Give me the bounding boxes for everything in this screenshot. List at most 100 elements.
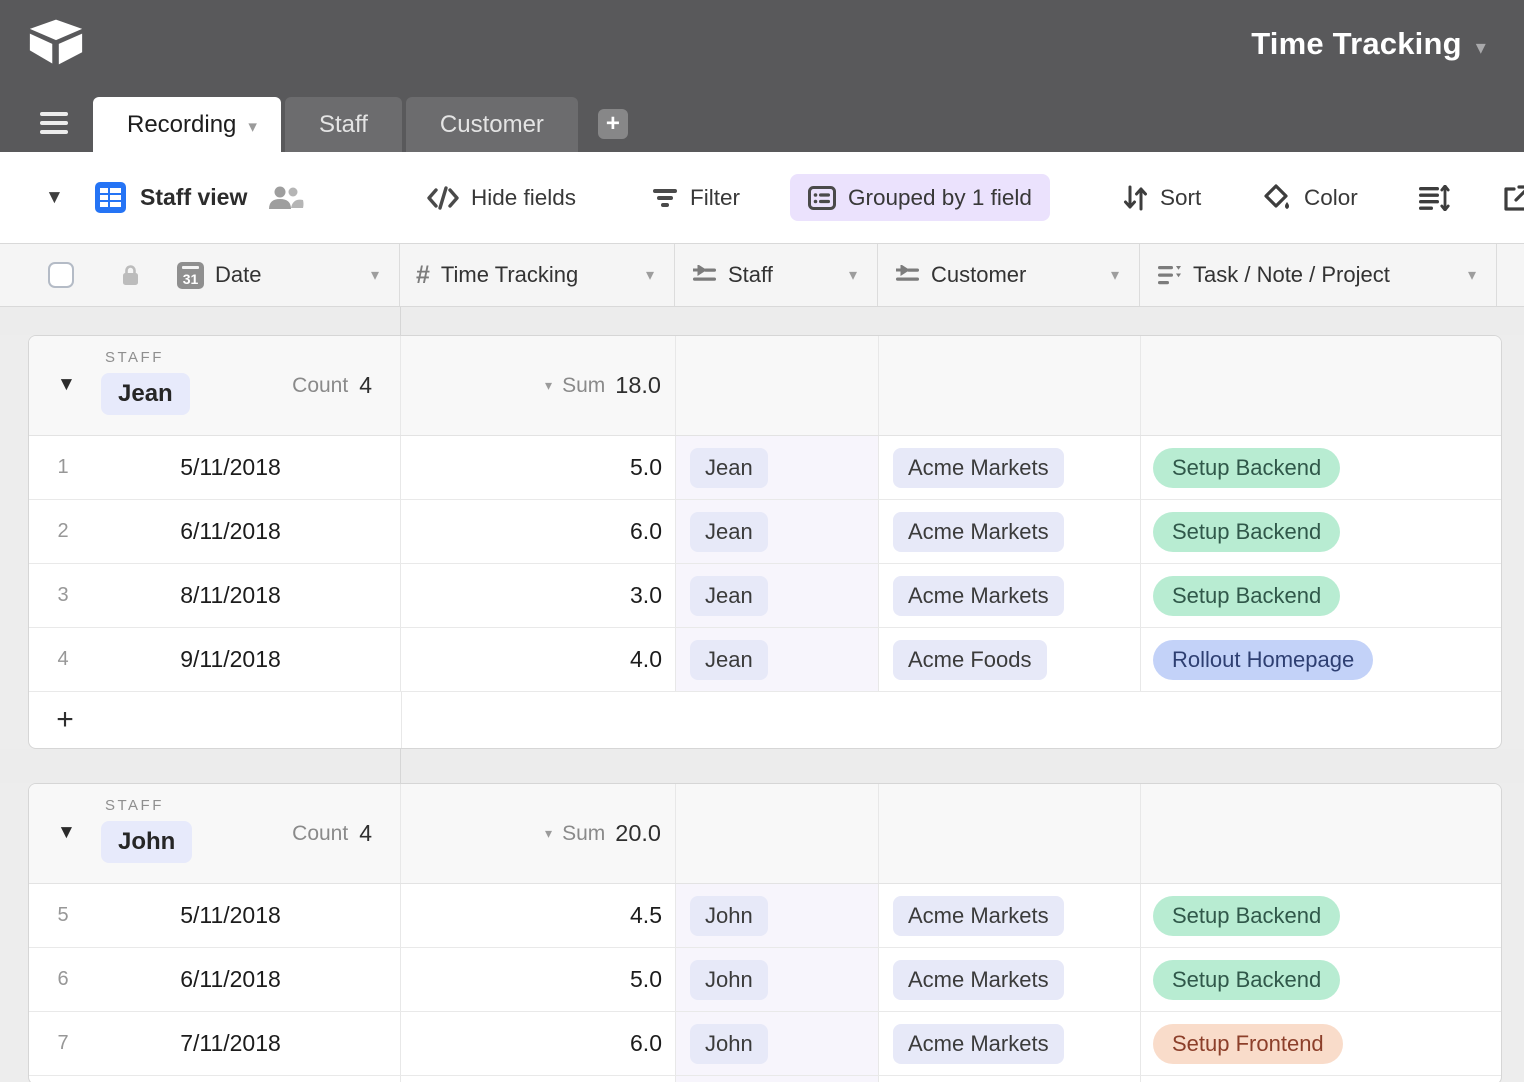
group-count[interactable]: Count 4 [292, 820, 372, 846]
column-header-staff[interactable]: Staff ▾ [675, 244, 878, 306]
group-count[interactable]: Count 4 [292, 372, 372, 398]
column-header-date[interactable]: 31 Date ▾ [0, 244, 400, 306]
time-cell[interactable]: 6.0 [401, 500, 676, 563]
tab-staff[interactable]: Staff [284, 97, 402, 152]
share-view-button[interactable] [1502, 152, 1524, 243]
chevron-down-icon[interactable]: ▾ [1110, 267, 1119, 284]
column-label: Staff [728, 262, 773, 287]
group-card-john: ▼ STAFF John Count 4 ▾ Sum 20.0 5 5/11/2… [28, 783, 1502, 1082]
group-header: ▼ STAFF Jean Count 4 ▾ Sum 18.0 [29, 336, 1501, 436]
time-cell[interactable]: 6.0 [401, 1012, 676, 1075]
task-cell[interactable]: Setup Frontend [1141, 1012, 1501, 1075]
time-cell[interactable]: 4.5 [401, 884, 676, 947]
column-header-time-tracking[interactable]: # Time Tracking ▾ [400, 244, 675, 306]
table-row[interactable]: 6 6/11/2018 5.0 John Acme Markets Setup … [29, 948, 1501, 1012]
collaborators-icon [269, 186, 304, 209]
time-cell[interactable]: 5.0 [401, 436, 676, 499]
customer-cell[interactable]: Acme Markets [879, 436, 1141, 499]
chevron-down-icon[interactable]: ▾ [370, 267, 379, 284]
group-value-chip: Jean [101, 373, 190, 415]
row-number: 4 [57, 648, 69, 670]
hide-fields-button[interactable]: Hide fields [427, 152, 576, 243]
staff-cell[interactable]: Jean [676, 564, 879, 627]
filter-label: Filter [690, 184, 740, 210]
table-header-row: 31 Date ▾ # Time Tracking ▾ Staff ▾ Cust [0, 243, 1524, 307]
staff-cell[interactable]: Jean [676, 436, 879, 499]
view-switcher[interactable]: Staff view [95, 152, 305, 243]
row-height-button[interactable] [1418, 152, 1450, 243]
filter-button[interactable]: Filter [652, 152, 740, 243]
date-cell[interactable]: 5/11/2018 [180, 454, 281, 480]
group-sum[interactable]: ▾ Sum 18.0 [401, 336, 676, 435]
lock-icon [123, 265, 138, 285]
plus-icon: + [56, 703, 74, 736]
group-spacer [0, 749, 1524, 783]
task-cell[interactable]: Setup Backend [1141, 436, 1501, 499]
table-row[interactable]: 4 9/11/2018 4.0 Jean Acme Foods Rollout … [29, 628, 1501, 692]
staff-cell[interactable]: John [676, 948, 879, 1011]
base-title[interactable]: Time Tracking ▾ [1251, 26, 1486, 62]
staff-cell[interactable]: John [676, 884, 879, 947]
task-cell[interactable]: Setup Backend [1141, 948, 1501, 1011]
add-table-button[interactable]: + [597, 109, 628, 139]
group-field-label: STAFF [105, 797, 164, 814]
airtable-logo-icon[interactable] [28, 14, 84, 70]
customer-cell[interactable]: Acme Markets [879, 564, 1141, 627]
collapse-group-icon[interactable]: ▼ [57, 822, 76, 843]
column-header-customer[interactable]: Customer ▾ [878, 244, 1140, 306]
sort-label: Sort [1160, 184, 1202, 210]
select-all-checkbox[interactable] [48, 262, 74, 288]
add-row-button[interactable]: + [29, 692, 1501, 748]
date-cell[interactable]: 6/11/2018 [180, 966, 281, 992]
date-cell[interactable]: 6/11/2018 [180, 518, 281, 544]
collapse-viewbar-button[interactable]: ▼ [45, 186, 64, 208]
time-cell[interactable]: 5.0 [401, 948, 676, 1011]
base-title-label: Time Tracking [1251, 26, 1462, 61]
staff-cell[interactable]: Jean [676, 628, 879, 691]
time-cell[interactable]: 4.0 [401, 628, 676, 691]
column-label: Task / Note / Project [1193, 262, 1390, 287]
customer-cell[interactable]: Acme Markets [879, 1012, 1141, 1075]
group-sum[interactable]: ▾ Sum 20.0 [401, 784, 676, 883]
table-row[interactable]: 1 5/11/2018 5.0 Jean Acme Markets Setup … [29, 436, 1501, 500]
customer-cell[interactable]: Acme Markets [879, 500, 1141, 563]
chevron-down-icon[interactable]: ▾ [1467, 267, 1476, 284]
view-toolbar: ▼ Staff view Hide fields [0, 152, 1524, 243]
table-row-partial[interactable] [29, 1076, 1501, 1082]
single-select-icon [693, 265, 716, 281]
table-row[interactable]: 5 5/11/2018 4.5 John Acme Markets Setup … [29, 884, 1501, 948]
multi-select-icon [1158, 266, 1181, 285]
time-cell[interactable]: 3.0 [401, 564, 676, 627]
tab-customer[interactable]: Customer [405, 97, 578, 152]
table-row[interactable]: 7 7/11/2018 6.0 John Acme Markets Setup … [29, 1012, 1501, 1076]
column-header-task-note-project[interactable]: Task / Note / Project ▾ [1140, 244, 1497, 306]
table-tabs: Recording ▾ Staff Customer + [93, 97, 628, 152]
table-row[interactable]: 2 6/11/2018 6.0 Jean Acme Markets Setup … [29, 500, 1501, 564]
chevron-down-icon[interactable]: ▾ [645, 267, 654, 284]
group-label: Grouped by 1 field [848, 184, 1032, 210]
group-button[interactable]: Grouped by 1 field [790, 174, 1050, 221]
customer-cell[interactable]: Acme Foods [879, 628, 1141, 691]
staff-cell[interactable]: Jean [676, 500, 879, 563]
staff-cell[interactable]: John [676, 1012, 879, 1075]
sort-button[interactable]: Sort [1122, 152, 1201, 243]
table-row[interactable]: 3 8/11/2018 3.0 Jean Acme Markets Setup … [29, 564, 1501, 628]
task-cell[interactable]: Setup Backend [1141, 884, 1501, 947]
chevron-down-icon: ▾ [545, 825, 553, 841]
menu-icon[interactable] [40, 112, 68, 134]
tab-recording[interactable]: Recording ▾ [93, 97, 281, 152]
date-cell[interactable]: 8/11/2018 [180, 582, 281, 608]
customer-cell[interactable]: Acme Markets [879, 948, 1141, 1011]
row-number: 2 [57, 520, 69, 542]
date-cell[interactable]: 5/11/2018 [180, 902, 281, 928]
chevron-down-icon[interactable]: ▾ [848, 267, 857, 284]
task-cell[interactable]: Setup Backend [1141, 564, 1501, 627]
date-cell[interactable]: 9/11/2018 [180, 646, 281, 672]
customer-cell[interactable]: Acme Markets [879, 884, 1141, 947]
task-cell[interactable]: Rollout Homepage [1141, 628, 1501, 691]
date-cell[interactable]: 7/11/2018 [180, 1030, 281, 1056]
task-cell[interactable]: Setup Backend [1141, 500, 1501, 563]
collapse-group-icon[interactable]: ▼ [57, 374, 76, 395]
color-button[interactable]: Color [1262, 152, 1358, 243]
